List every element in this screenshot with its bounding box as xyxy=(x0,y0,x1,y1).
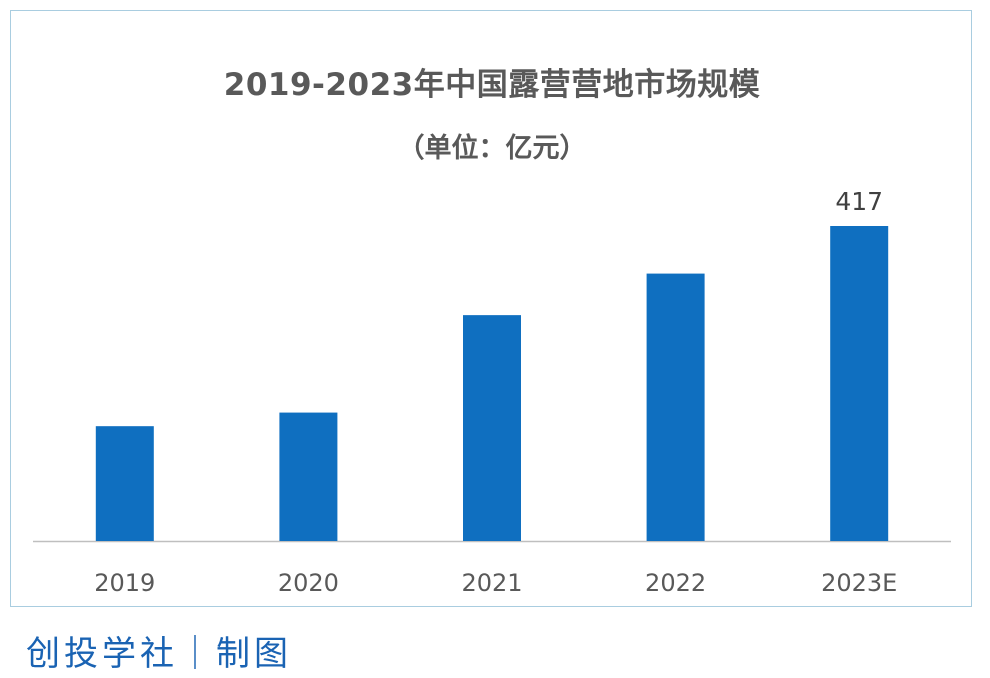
bar-2023E xyxy=(830,226,889,541)
bar-2020 xyxy=(279,412,338,541)
x-tick-label: 2023E xyxy=(821,569,897,597)
credit-caption: 创投学社｜制图 xyxy=(26,634,292,674)
chart-subtitle: （单位：亿元） xyxy=(397,133,587,164)
x-tick-label: 2019 xyxy=(94,569,155,597)
x-tick-label: 2021 xyxy=(461,569,522,597)
chart-title: 2019-2023年中国露营营地市场规模 xyxy=(223,67,761,103)
chart-frame: 2019-2023年中国露营营地市场规模 （单位：亿元） 2019 2020 202… xyxy=(10,10,972,607)
x-tick-label: 2020 xyxy=(278,569,339,597)
bar-2021 xyxy=(463,315,521,541)
bar-2019 xyxy=(95,426,154,541)
bar-chart: 2019 2020 2021 2022 2023E 417 xyxy=(33,187,951,597)
x-tick-label: 2022 xyxy=(645,569,706,597)
bar-2022 xyxy=(646,273,705,541)
data-label: 417 xyxy=(835,187,883,216)
